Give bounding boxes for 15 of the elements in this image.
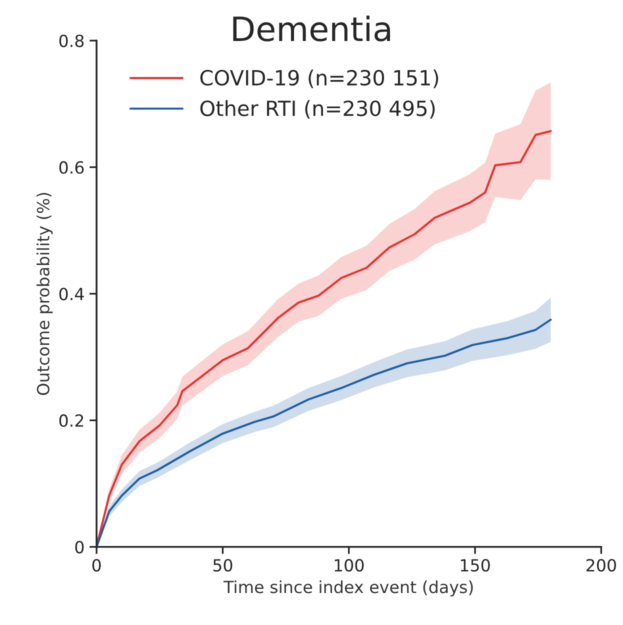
y-tick-label: 0 xyxy=(75,540,84,554)
x-axis-title: Time since index event (days) xyxy=(223,580,473,596)
x-tick-label: 50 xyxy=(213,558,232,572)
legend-label: COVID-19 (n=230 151) xyxy=(200,70,438,88)
chart-title: Dementia xyxy=(233,16,390,42)
x-tick-label: 0 xyxy=(92,558,101,572)
y-tick-label: 0.8 xyxy=(59,34,84,48)
x-tick-label: 200 xyxy=(586,558,616,572)
legend-label: Other RTI (n=230 495) xyxy=(200,100,435,119)
y-tick-label: 0.4 xyxy=(59,288,84,300)
x-tick-label: 100 xyxy=(334,558,364,572)
y-axis-title: Outcome probability (%) xyxy=(36,192,53,396)
y-tick-label: 0.6 xyxy=(59,161,84,174)
x-tick-label: 150 xyxy=(460,558,490,572)
y-tick-label: 0.2 xyxy=(59,414,84,427)
